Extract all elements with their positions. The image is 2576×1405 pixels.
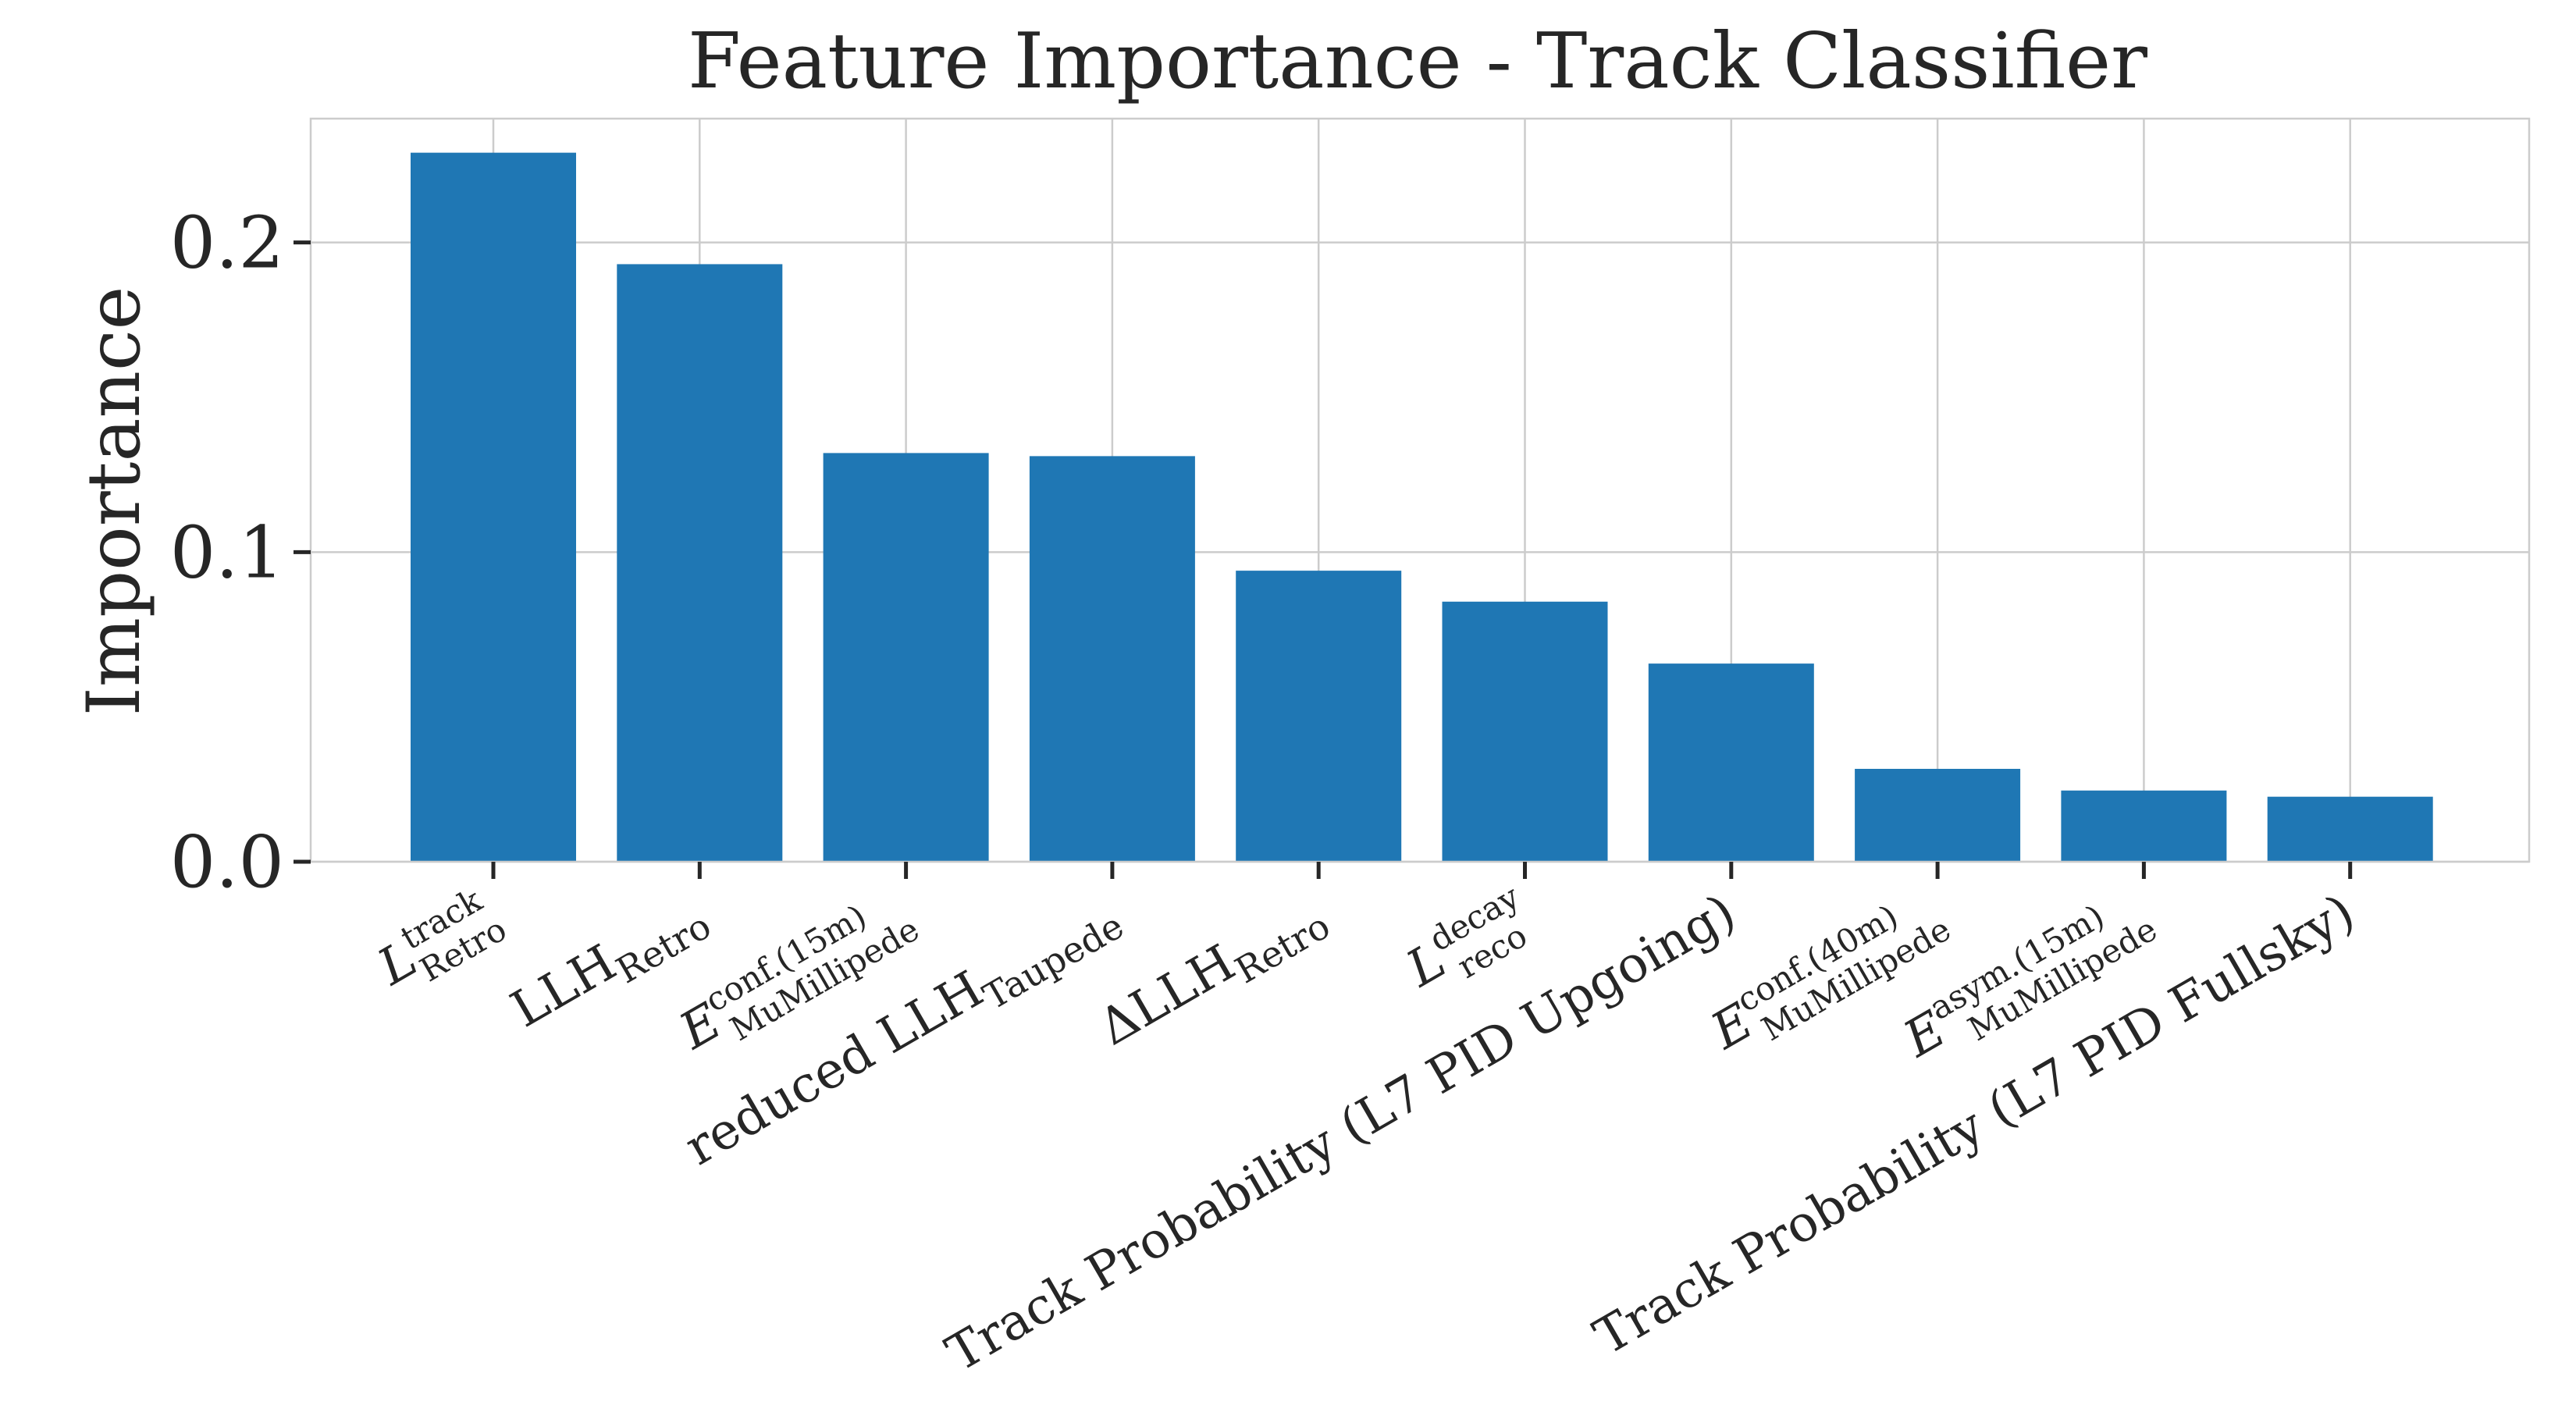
- y-tick-label: 0.2: [170, 201, 284, 285]
- bar: [1648, 663, 1814, 862]
- bar: [2267, 796, 2433, 862]
- bar: [1442, 601, 1608, 862]
- bar: [411, 152, 576, 863]
- bar: [617, 264, 783, 862]
- bar: [2061, 790, 2227, 862]
- bar: [1029, 456, 1195, 862]
- y-tick-label: 0.0: [170, 820, 284, 904]
- y-axis-label: Importance: [72, 286, 157, 717]
- chart-title: Feature Importance - Track Classifier: [688, 17, 2147, 106]
- y-tick-label: 0.1: [170, 510, 284, 594]
- bar: [823, 453, 989, 862]
- plot-frame: [309, 117, 2531, 863]
- bars-group: [411, 152, 2433, 863]
- y-axis: 0.0 0.1 0.2: [170, 201, 311, 904]
- bar: [1855, 769, 2021, 862]
- bar: [1236, 571, 1402, 862]
